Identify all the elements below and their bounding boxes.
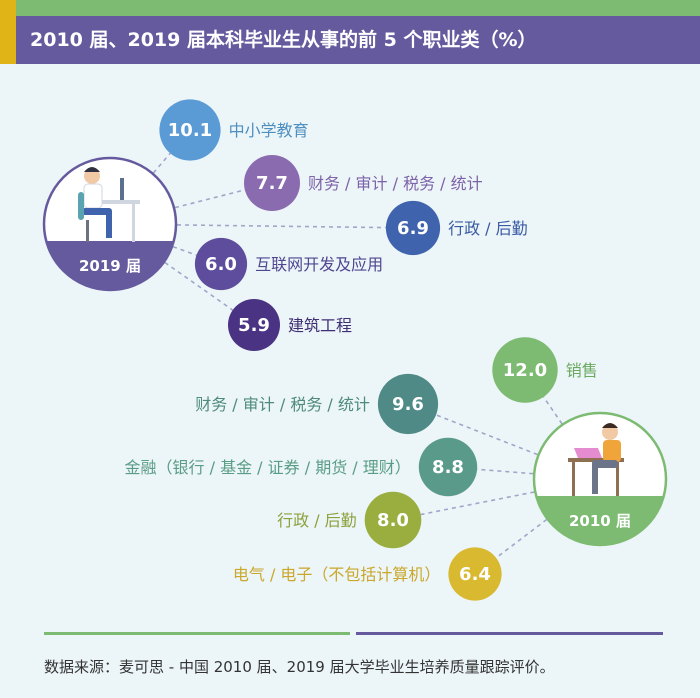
c1-item-2-connector (477, 468, 534, 475)
person-with-laptop-icon (568, 423, 624, 496)
c1-item-4-connector (495, 518, 548, 559)
c1-item-3-label: 行政 / 后勤 (277, 511, 357, 530)
c0-item-1-label: 财务 / 审计 / 税务 / 统计 (308, 174, 483, 193)
bubble-chart: 10.1 中小学教育 7.7 财务 / 审计 / 税务 / 统计 6.9 行政 / 后勤 6… (42, 99, 668, 601)
series-2010: 12.0 销售 9.6 财务 / 审计 / 税务 / 统计 8.8 金融（银行 / 基金 … (125, 337, 598, 601)
c1-item-4-value: 6.4 (459, 564, 491, 585)
c0-item-4-value: 5.9 (238, 315, 270, 336)
c0-item-0-bubble (159, 99, 221, 161)
hub-2019-band (46, 241, 174, 290)
c1-item-0-connector (542, 396, 563, 425)
c0-item-4-bubble (228, 299, 280, 351)
c0-item-4-label: 建筑工程 (288, 316, 352, 335)
c0-item-0-connector (152, 152, 171, 174)
title-accent-stripe (0, 0, 16, 64)
c1-item-1-label: 财务 / 审计 / 税务 / 统计 (195, 395, 370, 414)
c1-item-1-connector (435, 414, 538, 456)
person-at-desk-icon (78, 167, 140, 242)
c0-item-2-value: 6.9 (397, 218, 429, 239)
c1-item-4-bubble (448, 547, 502, 601)
c0-item-3-bubble (194, 237, 248, 291)
c1-item-2-value: 8.8 (432, 457, 464, 478)
series-2019: 10.1 中小学教育 7.7 财务 / 审计 / 税务 / 统计 6.9 行政 / 后勤 6… (152, 99, 528, 351)
chart-title: 2010 届、2019 届本科毕业生从事的前 5 个职业类（%） (16, 16, 700, 64)
c1-item-3-bubble (364, 491, 422, 549)
c0-item-1-value: 7.7 (256, 173, 288, 194)
c1-item-3-value: 8.0 (377, 510, 409, 531)
hub-2010-band (536, 496, 664, 545)
hub-2010-label: 2010 届 (569, 512, 631, 530)
c1-item-4-label: 电气 / 电子（不包括计算机） (233, 565, 441, 584)
c1-item-2-bubble (418, 437, 478, 497)
c1-item-2-label: 金融（银行 / 基金 / 证券 / 期货 / 理财） (125, 458, 411, 477)
c0-item-3-value: 6.0 (205, 254, 237, 275)
c0-item-0-label: 中小学教育 (229, 121, 309, 140)
footer-rule-right (356, 632, 663, 635)
top-color-bar (0, 0, 700, 16)
c1-item-1-value: 9.6 (392, 394, 424, 415)
hub-2010: 2010 届 (532, 411, 668, 547)
c0-item-2-label: 行政 / 后勤 (448, 219, 528, 238)
c0-item-2-connector (176, 224, 386, 229)
c1-item-0-value: 12.0 (503, 360, 547, 381)
footer-rule-left (44, 632, 350, 635)
c0-item-3-label: 互联网开发及应用 (255, 255, 383, 274)
c1-item-0-bubble (492, 337, 558, 403)
hub-2019-label: 2019 届 (79, 257, 141, 275)
source-note: 数据来源：麦可思 - 中国 2010 届、2019 届大学毕业生培养质量跟踪评价… (44, 658, 555, 676)
c0-item-0-value: 10.1 (168, 120, 212, 141)
c1-item-3-connector (420, 491, 535, 516)
c0-item-2-bubble (385, 200, 441, 256)
c0-item-1-connector (174, 189, 246, 209)
c1-item-0-label: 销售 (566, 361, 598, 380)
c0-item-3-connector (172, 245, 197, 256)
c0-item-1-bubble (244, 155, 300, 211)
c0-item-4-connector (164, 261, 234, 311)
c1-item-1-bubble (377, 373, 439, 435)
hub-2019: 2019 届 (42, 156, 178, 292)
